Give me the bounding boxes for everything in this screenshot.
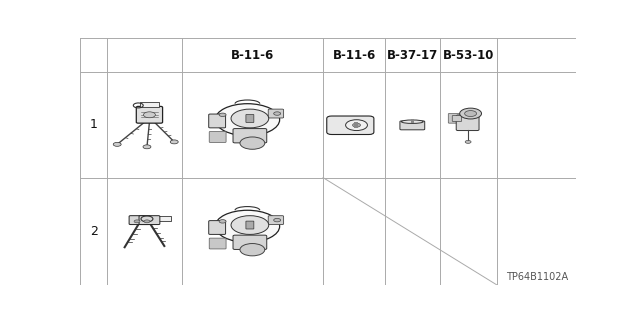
Circle shape: [134, 220, 140, 223]
Circle shape: [465, 140, 471, 143]
Text: 2: 2: [90, 225, 97, 238]
FancyBboxPatch shape: [209, 114, 225, 128]
Text: B-11-6: B-11-6: [332, 49, 376, 61]
Circle shape: [346, 120, 367, 131]
Circle shape: [143, 112, 156, 118]
Circle shape: [240, 244, 265, 256]
FancyBboxPatch shape: [139, 216, 160, 225]
FancyBboxPatch shape: [268, 216, 284, 225]
Circle shape: [170, 140, 178, 144]
FancyBboxPatch shape: [209, 132, 226, 142]
Text: 1: 1: [90, 118, 97, 131]
FancyBboxPatch shape: [209, 220, 225, 235]
Circle shape: [219, 113, 226, 116]
Circle shape: [143, 145, 151, 149]
Ellipse shape: [401, 120, 423, 124]
Circle shape: [215, 210, 280, 242]
FancyBboxPatch shape: [353, 122, 358, 128]
Circle shape: [215, 104, 280, 136]
FancyBboxPatch shape: [411, 119, 414, 124]
FancyBboxPatch shape: [448, 114, 460, 123]
Circle shape: [274, 112, 280, 115]
Circle shape: [231, 216, 269, 235]
FancyBboxPatch shape: [456, 115, 479, 131]
Circle shape: [274, 218, 280, 222]
FancyBboxPatch shape: [400, 121, 425, 130]
FancyBboxPatch shape: [452, 116, 461, 121]
FancyBboxPatch shape: [140, 102, 159, 107]
FancyBboxPatch shape: [233, 235, 267, 250]
Circle shape: [144, 220, 150, 223]
Text: B-53-10: B-53-10: [442, 49, 494, 61]
Circle shape: [231, 109, 269, 128]
Circle shape: [113, 142, 121, 146]
FancyBboxPatch shape: [129, 216, 150, 225]
FancyBboxPatch shape: [327, 116, 374, 134]
Circle shape: [460, 108, 481, 119]
Circle shape: [353, 123, 360, 127]
FancyBboxPatch shape: [233, 129, 267, 143]
Circle shape: [240, 137, 265, 149]
FancyBboxPatch shape: [209, 238, 226, 249]
Text: TP64B1102A: TP64B1102A: [506, 272, 568, 282]
FancyBboxPatch shape: [246, 221, 254, 229]
Circle shape: [465, 111, 477, 116]
Text: B-37-17: B-37-17: [387, 49, 438, 61]
FancyBboxPatch shape: [152, 216, 172, 221]
FancyBboxPatch shape: [136, 107, 163, 123]
FancyBboxPatch shape: [268, 109, 284, 118]
Circle shape: [219, 220, 226, 223]
Text: B-11-6: B-11-6: [231, 49, 274, 61]
FancyBboxPatch shape: [246, 115, 254, 123]
